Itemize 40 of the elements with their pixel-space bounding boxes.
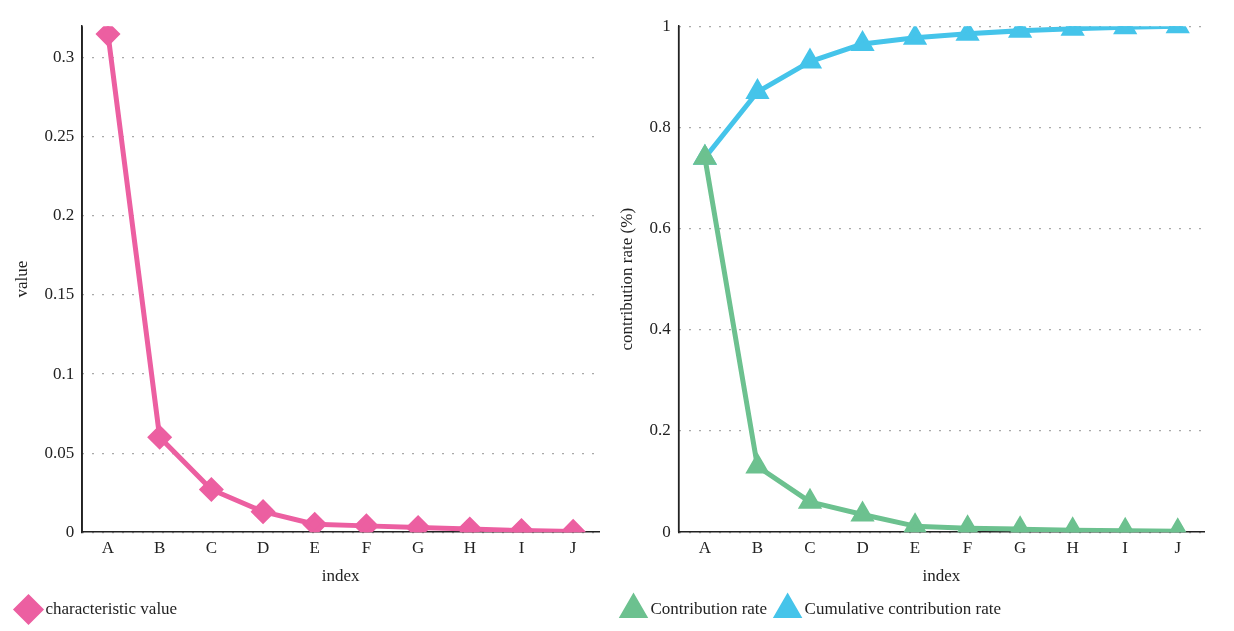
x-tick-label: F bbox=[962, 537, 973, 557]
legend-label: Contribution rate bbox=[650, 598, 768, 618]
x-tick-label: C bbox=[804, 537, 816, 557]
x-tick-label: I bbox=[518, 537, 525, 557]
y-tick-label: 0.1 bbox=[52, 363, 75, 383]
y-tick-label: 0.3 bbox=[52, 47, 75, 67]
x-tick-label: H bbox=[1066, 537, 1079, 557]
x-tick-label: G bbox=[1013, 537, 1027, 557]
legend-label: Cumulative contribution rate bbox=[804, 598, 1002, 618]
x-axis-title: index bbox=[922, 566, 961, 586]
x-tick-label: F bbox=[361, 537, 372, 557]
x-tick-label: A bbox=[101, 537, 115, 557]
y-tick-label: 0.8 bbox=[649, 116, 671, 136]
x-tick-label: E bbox=[909, 537, 921, 557]
y-tick-label: 0 bbox=[65, 521, 75, 541]
y-tick-label: 0.05 bbox=[44, 442, 75, 462]
x-tick-label: A bbox=[698, 537, 712, 557]
y-tick-label: 0 bbox=[662, 521, 671, 541]
x-tick-label: E bbox=[309, 537, 320, 557]
x-tick-label: I bbox=[1122, 537, 1129, 557]
x-tick-label: J bbox=[1174, 537, 1182, 557]
y-tick-label: 0.2 bbox=[52, 205, 75, 225]
y-tick-label: 0.4 bbox=[649, 319, 672, 339]
y-tick-label: 1 bbox=[662, 15, 671, 35]
y-tick-label: 0.25 bbox=[44, 126, 75, 146]
y-tick-label: 0.15 bbox=[44, 284, 75, 304]
y-tick-label: 0.6 bbox=[649, 218, 671, 238]
x-tick-label: G bbox=[411, 537, 425, 557]
x-tick-label: C bbox=[205, 537, 218, 557]
x-tick-label: D bbox=[256, 537, 270, 557]
x-tick-label: H bbox=[463, 537, 476, 557]
x-tick-label: J bbox=[569, 537, 577, 557]
x-tick-label: D bbox=[856, 537, 869, 557]
x-tick-label: B bbox=[751, 537, 764, 557]
x-tick-label: B bbox=[154, 537, 166, 557]
y-axis-title: value bbox=[11, 260, 31, 298]
y-tick-label: 0.2 bbox=[649, 420, 671, 440]
x-axis-title: index bbox=[321, 566, 360, 586]
legend-label: characteristic value bbox=[45, 598, 178, 618]
y-axis-title: contribution rate (%) bbox=[616, 207, 636, 351]
